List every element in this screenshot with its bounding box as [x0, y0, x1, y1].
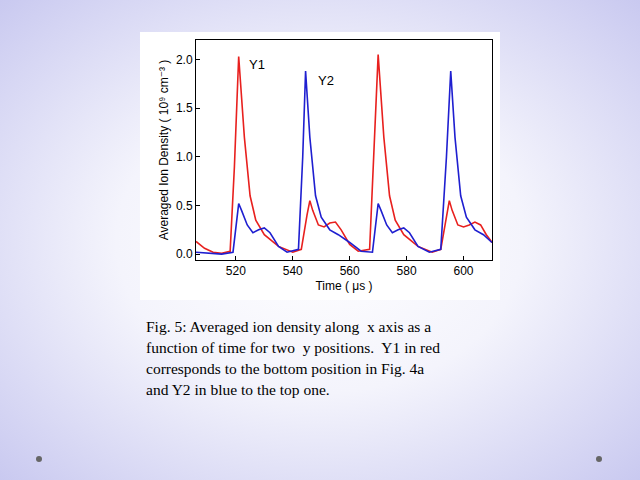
svg-text:560: 560 [340, 264, 360, 278]
html-text:Fig. 5: Averaged ion density a: Fig. 5: Averaged ion density along x axi… [146, 318, 432, 335]
svg-text:580: 580 [397, 264, 417, 278]
svg-text:0.5: 0.5 [176, 199, 193, 213]
svg-text:1.0: 1.0 [176, 150, 193, 164]
svg-text:1.5: 1.5 [176, 101, 193, 115]
svg-text:Y1: Y1 [249, 57, 265, 72]
svg-text:540: 540 [283, 264, 303, 278]
svg-text:600: 600 [454, 264, 474, 278]
html-text:corresponds to the bottom posi: corresponds to the bottom position in Fi… [146, 360, 425, 377]
svg-text:2.0: 2.0 [176, 53, 193, 67]
svg-text:520: 520 [226, 264, 246, 278]
svg-text:0.0: 0.0 [176, 247, 193, 261]
svg-text:Averaged Ion Density ( 10⁹ cm⁻: Averaged Ion Density ( 10⁹ cm⁻³ ) [157, 60, 171, 241]
html-text:function of time for two y pos: function of time for two y positions. Y1… [146, 339, 440, 356]
svg-text:Y2: Y2 [318, 73, 334, 88]
svg-text:Time ( μs ): Time ( μs ) [315, 279, 372, 293]
html-text:and Y2 in blue to the top one.: and Y2 in blue to the top one. [146, 381, 330, 398]
